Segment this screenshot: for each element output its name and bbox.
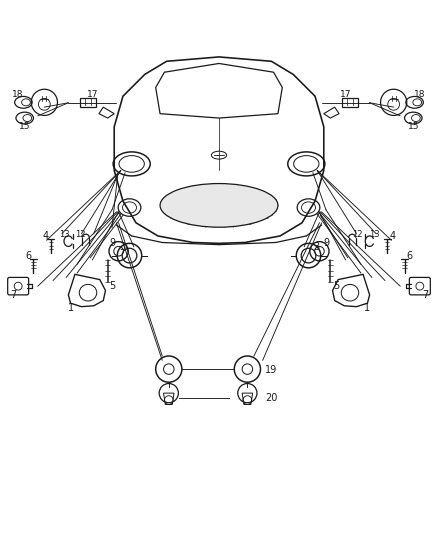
Ellipse shape bbox=[160, 183, 278, 227]
Text: 12: 12 bbox=[353, 230, 363, 239]
Text: 17: 17 bbox=[87, 91, 98, 100]
Text: 3: 3 bbox=[313, 242, 319, 252]
Text: 18: 18 bbox=[12, 91, 24, 100]
Text: 13: 13 bbox=[59, 230, 69, 239]
Text: 3: 3 bbox=[119, 242, 125, 252]
Text: 1: 1 bbox=[67, 303, 74, 313]
Text: 6: 6 bbox=[25, 251, 31, 261]
Text: 9: 9 bbox=[323, 238, 329, 248]
Text: 17: 17 bbox=[340, 91, 351, 100]
Text: 6: 6 bbox=[407, 251, 413, 261]
Text: 5: 5 bbox=[333, 281, 339, 291]
Text: 18: 18 bbox=[414, 91, 426, 100]
Text: 20: 20 bbox=[265, 393, 278, 403]
Text: 15: 15 bbox=[19, 122, 31, 131]
Text: 4: 4 bbox=[42, 231, 48, 241]
Text: 13: 13 bbox=[369, 230, 379, 239]
Text: 15: 15 bbox=[407, 122, 419, 131]
Text: 4: 4 bbox=[390, 231, 396, 241]
Text: 5: 5 bbox=[109, 281, 115, 291]
Text: 12: 12 bbox=[75, 230, 85, 239]
Text: 9: 9 bbox=[109, 238, 115, 248]
Text: 1: 1 bbox=[364, 303, 371, 313]
Text: 7: 7 bbox=[422, 290, 428, 300]
Text: 7: 7 bbox=[10, 290, 16, 300]
Text: 19: 19 bbox=[265, 366, 278, 375]
